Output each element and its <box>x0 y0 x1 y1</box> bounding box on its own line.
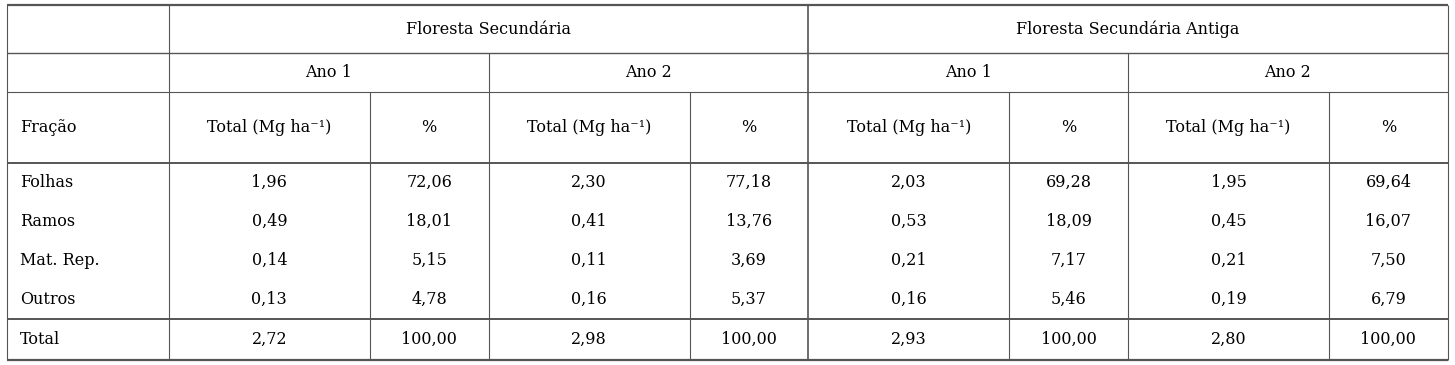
Text: Total (Mg ha⁻¹): Total (Mg ha⁻¹) <box>847 119 970 136</box>
Text: 0,21: 0,21 <box>890 252 927 269</box>
Text: 13,76: 13,76 <box>726 213 773 230</box>
Text: 100,00: 100,00 <box>1360 331 1416 348</box>
Text: 2,80: 2,80 <box>1211 331 1247 348</box>
Text: 16,07: 16,07 <box>1365 213 1411 230</box>
Text: 2,93: 2,93 <box>890 331 927 348</box>
Text: 77,18: 77,18 <box>726 174 773 191</box>
Text: %: % <box>741 119 757 136</box>
Text: 0,49: 0,49 <box>252 213 287 230</box>
Text: 100,00: 100,00 <box>722 331 777 348</box>
Text: %: % <box>422 119 436 136</box>
Text: 0,16: 0,16 <box>890 291 927 308</box>
Text: Total: Total <box>20 331 61 348</box>
Text: Ano 1: Ano 1 <box>944 64 991 81</box>
Text: 69,64: 69,64 <box>1365 174 1411 191</box>
Text: Mat. Rep.: Mat. Rep. <box>20 252 100 269</box>
Text: Ano 2: Ano 2 <box>1264 64 1311 81</box>
Text: Ano 2: Ano 2 <box>626 64 672 81</box>
Text: 0,16: 0,16 <box>572 291 607 308</box>
Text: Total (Mg ha⁻¹): Total (Mg ha⁻¹) <box>527 119 652 136</box>
Text: Floresta Secundária Antiga: Floresta Secundária Antiga <box>1016 21 1240 38</box>
Text: %: % <box>1381 119 1395 136</box>
Text: 2,03: 2,03 <box>890 174 927 191</box>
Text: 5,15: 5,15 <box>412 252 447 269</box>
Text: 0,13: 0,13 <box>252 291 287 308</box>
Text: 5,46: 5,46 <box>1051 291 1087 308</box>
Text: Floresta Secundária: Floresta Secundária <box>406 21 570 38</box>
Text: 5,37: 5,37 <box>730 291 767 308</box>
Text: 0,11: 0,11 <box>572 252 607 269</box>
Text: 4,78: 4,78 <box>412 291 447 308</box>
Text: Outros: Outros <box>20 291 76 308</box>
Text: 2,72: 2,72 <box>252 331 287 348</box>
Text: 0,45: 0,45 <box>1211 213 1247 230</box>
Text: 69,28: 69,28 <box>1046 174 1091 191</box>
Text: 1,96: 1,96 <box>252 174 287 191</box>
Text: 0,21: 0,21 <box>1211 252 1247 269</box>
Text: 6,79: 6,79 <box>1371 291 1407 308</box>
Text: 100,00: 100,00 <box>1040 331 1097 348</box>
Text: 0,53: 0,53 <box>890 213 927 230</box>
Text: Folhas: Folhas <box>20 174 73 191</box>
Text: Fração: Fração <box>20 119 77 136</box>
Text: 2,30: 2,30 <box>572 174 607 191</box>
Text: 100,00: 100,00 <box>402 331 457 348</box>
Text: Ramos: Ramos <box>20 213 76 230</box>
Text: 7,17: 7,17 <box>1051 252 1087 269</box>
Text: 0,19: 0,19 <box>1211 291 1247 308</box>
Text: Total (Mg ha⁻¹): Total (Mg ha⁻¹) <box>207 119 332 136</box>
Text: 7,50: 7,50 <box>1371 252 1407 269</box>
Text: %: % <box>1061 119 1077 136</box>
Text: 0,41: 0,41 <box>572 213 607 230</box>
Text: 1,95: 1,95 <box>1211 174 1247 191</box>
Text: Ano 1: Ano 1 <box>306 64 352 81</box>
Text: 2,98: 2,98 <box>572 331 607 348</box>
Text: 18,01: 18,01 <box>406 213 453 230</box>
Text: 72,06: 72,06 <box>406 174 453 191</box>
Text: 3,69: 3,69 <box>730 252 767 269</box>
Text: 0,14: 0,14 <box>252 252 287 269</box>
Text: Total (Mg ha⁻¹): Total (Mg ha⁻¹) <box>1167 119 1291 136</box>
Text: 18,09: 18,09 <box>1046 213 1091 230</box>
